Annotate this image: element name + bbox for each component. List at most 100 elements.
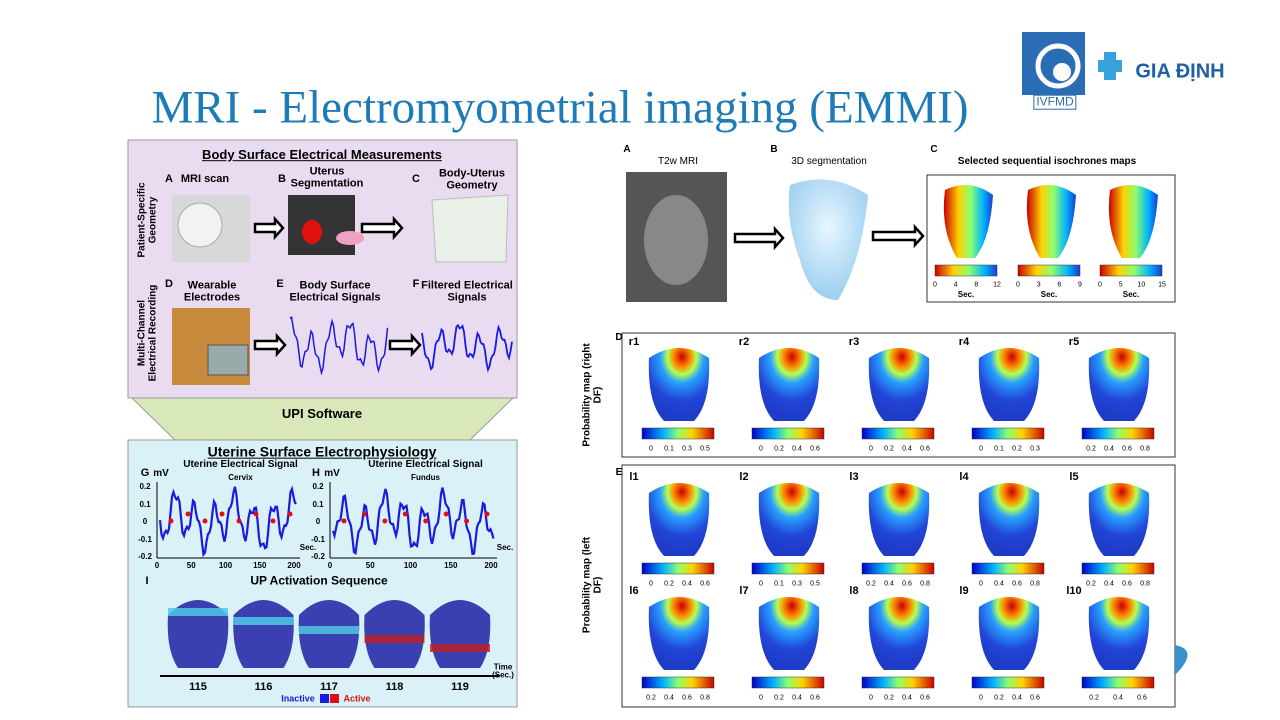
logo-text: GIA ĐỊNH <box>1135 60 1225 83</box>
marker-dot <box>382 518 388 524</box>
probability-map <box>1088 597 1150 670</box>
isochrone-map <box>1108 185 1158 258</box>
t2w-mri-image <box>644 195 708 285</box>
map-label: l7 <box>739 585 749 598</box>
signal-trace <box>289 315 389 376</box>
colorbar-tick: 0.4 <box>1012 694 1022 702</box>
colorbar-tick: 0.4 <box>682 580 692 588</box>
colorbar-tick: 0.4 <box>884 580 894 588</box>
marker-dot <box>202 518 208 524</box>
arrow <box>360 215 404 241</box>
probability-map <box>758 597 820 670</box>
map-label: l10 <box>1066 585 1082 598</box>
colorbar-tick: 0.8 <box>1140 445 1150 453</box>
activation-band <box>364 635 425 643</box>
map-label: l6 <box>629 585 639 598</box>
software-label: UPI Software <box>281 406 363 422</box>
colorbar-tick: 0.4 <box>902 445 912 453</box>
colorbar-tick: 0.4 <box>994 580 1004 588</box>
colorbar <box>641 562 715 575</box>
x-tick-label: 0 <box>154 560 160 570</box>
decor <box>1175 645 1188 675</box>
colorbar-tick: 0.6 <box>1122 445 1132 453</box>
colorbar-tick: 5 <box>1118 281 1123 289</box>
panel-label: T2w MRI <box>658 155 698 167</box>
colorbar <box>861 676 935 689</box>
y-tick-label: 0.2 <box>139 481 151 491</box>
colorbar-tick: 0 <box>759 694 763 702</box>
x-tick-label: 150 <box>253 560 267 570</box>
probability-map <box>978 348 1040 421</box>
map-label: r5 <box>1068 336 1080 349</box>
panel-letter: E <box>276 278 284 291</box>
arrow <box>253 332 287 358</box>
panel-title: Uterine Surface Electrophysiology <box>207 443 437 460</box>
marker-dot <box>185 511 191 517</box>
uterus-map <box>233 600 294 668</box>
panel-letter: B <box>770 143 778 155</box>
segmentation-3d <box>788 179 868 300</box>
signal-title: Uterine Electrical Signal <box>183 458 298 470</box>
marker-dot <box>443 511 449 517</box>
colorbar-tick: 0.2 <box>774 445 784 453</box>
y-tick-label: 0 <box>315 516 321 526</box>
colorbar-tick: 0.2 <box>664 580 674 588</box>
colorbar-tick: 0.1 <box>774 580 784 588</box>
marker-dot <box>219 511 225 517</box>
map-label: l5 <box>1069 471 1079 484</box>
y-tick-label: 0 <box>142 516 148 526</box>
colorbar-tick: 0.2 <box>774 694 784 702</box>
panel-letter: I <box>145 575 149 588</box>
colorbar-tick: 0.6 <box>1122 580 1132 588</box>
probability-map <box>758 348 820 421</box>
colorbar-tick: 0.2 <box>884 694 894 702</box>
colorbar-tick: 0.6 <box>920 694 930 702</box>
electrodes-image <box>207 344 249 376</box>
map-label: l8 <box>849 585 859 598</box>
axis-unit: mV <box>153 467 169 479</box>
marker-dot <box>464 518 470 524</box>
map-label: r1 <box>628 336 640 349</box>
colorbar-tick: 0.2 <box>1086 445 1096 453</box>
marker-dot <box>287 511 293 517</box>
arrow <box>253 215 285 241</box>
panel-letter: D <box>165 278 173 291</box>
x-tick-label: 150 <box>444 560 458 570</box>
activation-band <box>299 626 359 634</box>
logo-text: IVFMD <box>1033 94 1077 110</box>
map-label: r4 <box>958 336 970 349</box>
x-tick-label: 200 <box>287 560 301 570</box>
colorbar-tick: 0.3 <box>1030 445 1040 453</box>
colorbar-tick: 10 <box>1137 281 1146 289</box>
uterus-map <box>429 600 491 668</box>
x-unit: Sec. <box>496 542 514 552</box>
marker-dot <box>341 518 347 524</box>
signal-site: Cervix <box>228 472 253 482</box>
uterus-map <box>167 600 229 668</box>
colorbar-tick: 0.4 <box>1113 694 1123 702</box>
panel-label: Selected sequential isochrones maps <box>957 155 1137 167</box>
x-unit: Sec. <box>299 542 317 552</box>
logo-mark <box>1035 43 1081 89</box>
colorbar-tick: 0.6 <box>902 580 912 588</box>
probability-map <box>758 483 820 556</box>
activation-band <box>233 617 294 625</box>
colorbar-tick: 0 <box>869 694 873 702</box>
colorbar <box>751 676 825 689</box>
colorbar-unit: Sec. <box>1040 289 1058 299</box>
isochrone-map <box>943 185 993 258</box>
colorbar-tick: 4 <box>953 281 958 289</box>
uterus-shape <box>336 231 364 245</box>
colorbar <box>934 264 998 277</box>
colorbar-tick: 0.6 <box>810 694 820 702</box>
colorbar-tick: 0.3 <box>792 580 802 588</box>
marker-dot <box>423 518 429 524</box>
x-tick-label: 0 <box>327 560 333 570</box>
activation-band <box>430 644 490 652</box>
colorbar-tick: 9 <box>1078 281 1082 289</box>
colorbar-tick: 0.6 <box>700 580 710 588</box>
panel-letter: C <box>930 143 938 155</box>
colorbar-tick: 0 <box>979 694 983 702</box>
colorbar <box>971 676 1045 689</box>
